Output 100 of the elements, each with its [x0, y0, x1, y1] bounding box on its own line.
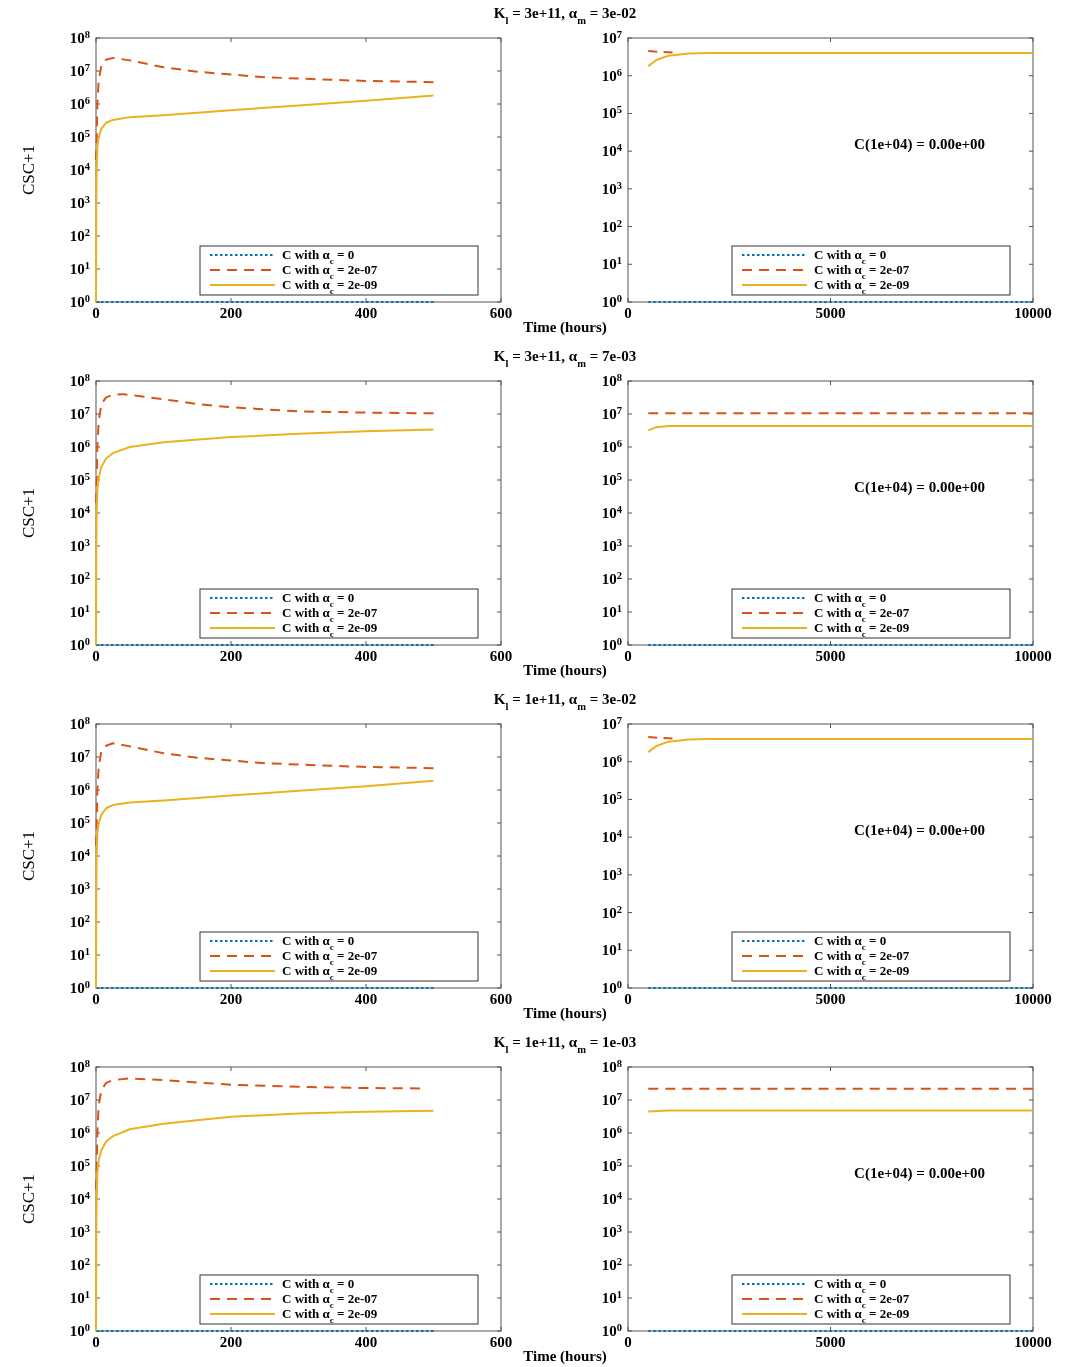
line-series [647, 738, 1034, 754]
y-tick-label: 10$^{2}$ [69, 226, 90, 244]
y-tick-label: 10$^{2}$ [601, 1255, 622, 1273]
legend-label: C with α$_{c}$ = 0 [814, 1276, 887, 1295]
y-tick-label: 10$^{1}$ [69, 1288, 90, 1306]
y-tick-label: 10$^{4}$ [601, 503, 623, 521]
legend-label: C with α$_{c}$ = 0 [814, 590, 887, 609]
y-tick-label: 10$^{8}$ [601, 371, 622, 389]
x-tick-label: 5000 [815, 648, 846, 664]
y-tick-label: 10$^{3}$ [601, 1222, 622, 1240]
y-tick-label: 10$^{5}$ [69, 813, 90, 831]
line-series [95, 1077, 421, 1191]
legend-label: C with α$_{c}$ = 0 [814, 247, 887, 266]
y-tick-label: 10$^{8}$ [69, 1057, 90, 1075]
y-axis-title: CSC+1 [19, 830, 38, 882]
legend-label: C with α$_{c}$ = 0 [282, 1276, 355, 1295]
y-tick-label: 10$^{0}$ [69, 1321, 90, 1339]
y-tick-label: 10$^{6}$ [601, 1123, 622, 1141]
x-tick-label: 600 [489, 305, 513, 321]
y-axis-title: CSC+1 [19, 487, 38, 539]
y-tick-label: 10$^{1}$ [601, 602, 622, 620]
legend-label: C with α$_{c}$ = 0 [282, 590, 355, 609]
y-tick-label: 10$^{5}$ [69, 1156, 90, 1174]
y-tick-label: 10$^{2}$ [601, 903, 622, 921]
y-tick-label: 10$^{0}$ [69, 978, 90, 996]
y-tick-label: 10$^{7}$ [601, 404, 622, 422]
y-tick-label: 10$^{1}$ [601, 940, 622, 959]
y-tick-label: 10$^{7}$ [69, 1090, 90, 1108]
y-tick-label: 10$^{4}$ [601, 1189, 623, 1207]
x-tick-label: 0 [624, 1334, 632, 1350]
x-tick-label: 600 [489, 1334, 513, 1350]
x-axis-title: Time (hours) [523, 1348, 607, 1365]
y-tick-label: 10$^{1}$ [601, 254, 622, 273]
y-tick-label: 10$^{4}$ [69, 503, 91, 521]
y-tick-label: 10$^{4}$ [69, 160, 91, 178]
y-tick-label: 10$^{0}$ [69, 635, 90, 653]
y-tick-label: 10$^{8}$ [69, 714, 90, 732]
x-axis-title: Time (hours) [523, 1005, 607, 1022]
y-tick-label: 10$^{7}$ [601, 28, 622, 46]
x-tick-label: 0 [624, 991, 632, 1007]
y-tick-label: 10$^{7}$ [69, 61, 90, 79]
y-tick-label: 10$^{5}$ [601, 103, 622, 122]
x-tick-label: 10000 [1014, 1334, 1052, 1350]
y-tick-label: 10$^{4}$ [69, 1189, 91, 1207]
y-tick-label: 10$^{0}$ [69, 292, 90, 310]
y-tick-label: 10$^{2}$ [69, 912, 90, 930]
legend-label: C with α$_{c}$ = 0 [282, 933, 355, 952]
y-tick-label: 10$^{6}$ [69, 437, 90, 455]
x-tick-label: 400 [354, 1334, 378, 1350]
x-tick-label: 0 [92, 305, 100, 321]
y-tick-label: 10$^{3}$ [601, 865, 622, 883]
y-tick-label: 10$^{1}$ [69, 259, 90, 277]
text: K$_{l}$ = 1e+11, α$_{m}$ = 1e-03 [493, 1034, 637, 1055]
y-tick-label: 10$^{4}$ [69, 846, 91, 864]
x-tick-label: 10000 [1014, 305, 1052, 321]
line-series [95, 94, 435, 303]
x-tick-label: 5000 [815, 1334, 846, 1350]
text: K$_{l}$ = 3e+11, α$_{m}$ = 3e-02 [493, 5, 637, 26]
y-tick-label: 10$^{0}$ [601, 978, 622, 996]
x-tick-label: 400 [354, 305, 378, 321]
x-tick-label: 0 [92, 648, 100, 664]
y-tick-label: 10$^{1}$ [69, 945, 90, 963]
y-tick-label: 10$^{3}$ [601, 536, 622, 554]
y-tick-label: 10$^{5}$ [601, 789, 622, 808]
x-tick-label: 200 [219, 305, 243, 321]
y-tick-label: 10$^{0}$ [601, 1321, 622, 1339]
legend-label: C with α$_{c}$ = 0 [814, 933, 887, 952]
y-tick-label: 10$^{8}$ [69, 28, 90, 46]
line-series [647, 52, 1034, 68]
y-tick-label: 10$^{6}$ [69, 94, 90, 112]
y-axis-title: CSC+1 [19, 144, 38, 196]
x-tick-label: 5000 [815, 991, 846, 1007]
y-axis-title: CSC+1 [19, 1173, 38, 1225]
x-axis-title: Time (hours) [523, 662, 607, 679]
annotation: C(1e+04) = 0.00e+00 [854, 478, 986, 496]
y-tick-label: 10$^{5}$ [601, 470, 622, 488]
y-tick-label: 10$^{2}$ [601, 217, 622, 235]
line-series [95, 56, 435, 162]
y-tick-label: 10$^{3}$ [69, 1222, 90, 1240]
line-series [95, 1109, 435, 1332]
y-tick-label: 10$^{2}$ [69, 569, 90, 587]
y-tick-label: 10$^{7}$ [69, 747, 90, 765]
x-tick-label: 400 [354, 991, 378, 1007]
y-tick-label: 10$^{1}$ [69, 602, 90, 620]
x-tick-label: 10000 [1014, 991, 1052, 1007]
y-tick-label: 10$^{3}$ [69, 879, 90, 897]
y-tick-label: 10$^{8}$ [69, 371, 90, 389]
x-tick-label: 200 [219, 1334, 243, 1350]
y-tick-label: 10$^{7}$ [601, 1090, 622, 1108]
annotation: C(1e+04) = 0.00e+00 [854, 821, 986, 839]
y-tick-label: 10$^{6}$ [601, 752, 622, 770]
text: K$_{l}$ = 1e+11, α$_{m}$ = 3e-02 [493, 691, 637, 712]
y-tick-label: 10$^{0}$ [601, 635, 622, 653]
legend-label: C with α$_{c}$ = 0 [282, 247, 355, 266]
y-tick-label: 10$^{7}$ [601, 714, 622, 732]
x-tick-label: 10000 [1014, 648, 1052, 664]
text: K$_{l}$ = 3e+11, α$_{m}$ = 7e-03 [493, 348, 637, 369]
y-tick-label: 10$^{3}$ [601, 179, 622, 197]
y-tick-label: 10$^{5}$ [69, 470, 90, 488]
y-tick-label: 10$^{1}$ [601, 1288, 622, 1306]
